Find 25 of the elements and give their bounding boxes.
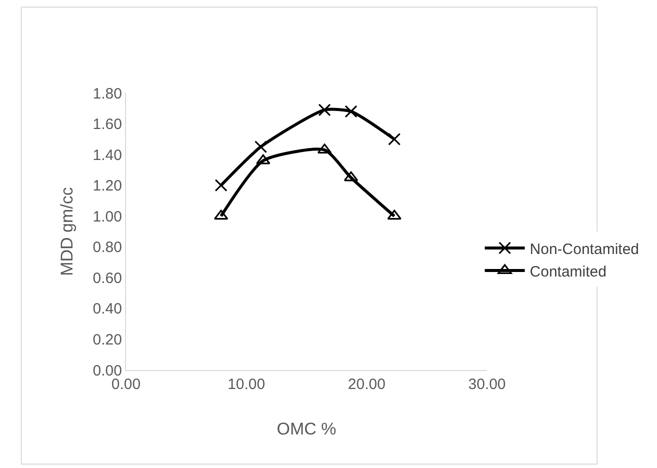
y-tick-label: 0.20: [92, 331, 122, 348]
point: [256, 154, 270, 164]
y-tick-label: 1.20: [92, 178, 122, 195]
y-tick-label: 0.80: [92, 239, 122, 256]
point: [344, 105, 358, 118]
point: [214, 179, 228, 192]
point: [254, 140, 268, 154]
x-tick-label: 30.00: [468, 376, 506, 393]
y-tick-label: 1.60: [92, 116, 122, 134]
y-tick-label: 0.40: [92, 300, 122, 318]
point: [344, 171, 358, 182]
point: [387, 210, 402, 220]
legend-label: Non-Contamited: [530, 240, 639, 258]
x-tick-label: 10.00: [228, 376, 266, 393]
point: [388, 132, 401, 146]
y-axis-title: MDD gm/cc: [57, 186, 76, 276]
x-tick-label: 20.00: [348, 376, 386, 393]
y-tick-label: 1.00: [92, 208, 122, 226]
point: [214, 210, 228, 220]
y-tick-label: 1.40: [92, 146, 122, 164]
y-tick-label: 0.60: [92, 270, 122, 287]
legend-label: Contamited: [530, 263, 606, 280]
x-axis-title: OMC %: [276, 419, 336, 438]
point: [318, 104, 331, 116]
y-tick-label: 1.80: [92, 85, 122, 102]
